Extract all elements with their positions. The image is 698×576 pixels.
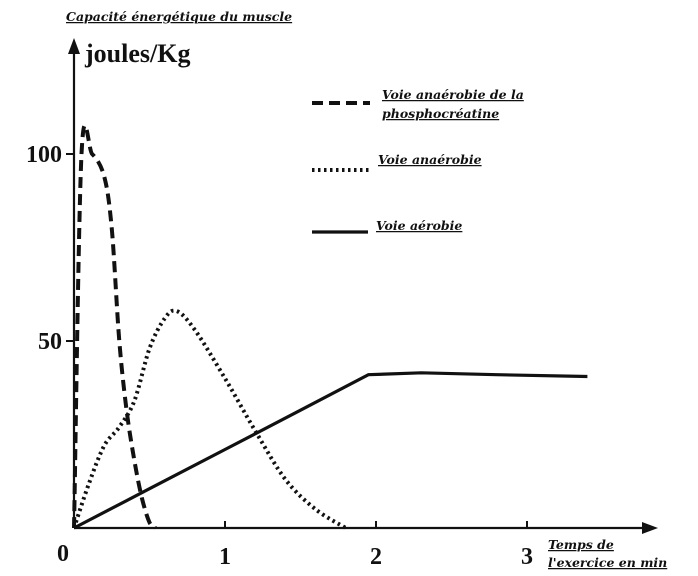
x-axis-label-line1: Temps de xyxy=(548,537,614,552)
y-tick-label-100: 100 xyxy=(26,142,62,168)
y-axis-label: joules/Kg xyxy=(84,39,190,68)
x-tick-label-1: 1 xyxy=(219,544,231,570)
y-axis-arrow xyxy=(68,38,80,54)
legend: Voie anaérobie de la phosphocréatine Voi… xyxy=(312,87,524,233)
legend-label-aerobie: Voie aérobie xyxy=(376,218,462,233)
legend-label-phosphocreatine-1: Voie anaérobie de la xyxy=(382,87,524,102)
y-tick-label-50: 50 xyxy=(38,329,62,355)
ticks: 1 2 3 100 50 xyxy=(26,142,533,570)
x-axis-arrow xyxy=(642,522,658,534)
x-tick-label-3: 3 xyxy=(521,544,533,570)
series-line-aerobie xyxy=(74,373,587,528)
x-tick-label-2: 2 xyxy=(370,544,382,570)
origin-label: 0 xyxy=(57,541,69,567)
series-line-anaerobie xyxy=(74,311,346,528)
x-axis-label-line2: l'exercice en min xyxy=(548,555,667,570)
chart-title: Capacité énergétique du muscle xyxy=(66,9,292,24)
series-group xyxy=(74,125,587,528)
legend-label-phosphocreatine-2: phosphocréatine xyxy=(382,106,499,121)
series-line-phosphocreatine xyxy=(74,125,156,528)
legend-label-anaerobie: Voie anaérobie xyxy=(378,152,482,167)
axes xyxy=(68,38,658,534)
